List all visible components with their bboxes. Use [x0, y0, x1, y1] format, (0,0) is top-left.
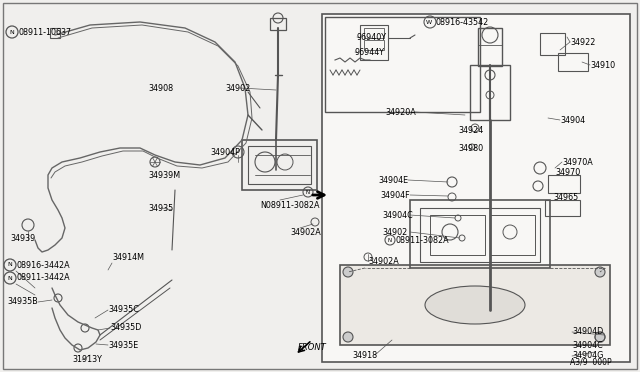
- Circle shape: [343, 267, 353, 277]
- Bar: [430, 215, 485, 255]
- Text: 34970A: 34970A: [562, 157, 593, 167]
- Ellipse shape: [425, 286, 525, 324]
- Circle shape: [595, 332, 605, 342]
- Circle shape: [595, 267, 605, 277]
- Bar: [478, 28, 502, 66]
- Text: FRONT: FRONT: [298, 343, 327, 353]
- Text: 34902: 34902: [225, 83, 250, 93]
- Bar: [545, 200, 580, 216]
- Text: 96940Y: 96940Y: [357, 32, 387, 42]
- Text: 08916-3442A: 08916-3442A: [16, 260, 70, 269]
- Text: 34965: 34965: [553, 192, 579, 202]
- Text: 34904C: 34904C: [572, 340, 603, 350]
- Text: N08911-3082A: N08911-3082A: [260, 201, 319, 209]
- Bar: [558, 53, 588, 71]
- Text: 34904G: 34904G: [572, 352, 604, 360]
- Text: 08916-43542: 08916-43542: [436, 17, 489, 26]
- Bar: [50, 28, 60, 38]
- Text: 34980: 34980: [458, 144, 483, 153]
- Text: 34935D: 34935D: [110, 324, 141, 333]
- Text: 34902A: 34902A: [368, 257, 399, 266]
- Text: 34904C: 34904C: [382, 211, 413, 219]
- Text: 34902A: 34902A: [290, 228, 321, 237]
- Text: 34904E: 34904E: [378, 176, 408, 185]
- Bar: [322, 14, 630, 362]
- Circle shape: [343, 332, 353, 342]
- Text: W: W: [426, 19, 432, 25]
- Text: 34908: 34908: [148, 83, 173, 93]
- Bar: [364, 40, 384, 50]
- Bar: [410, 200, 550, 268]
- Text: 34939M: 34939M: [148, 170, 180, 180]
- Text: 34910: 34910: [590, 61, 615, 70]
- Text: N: N: [306, 189, 310, 195]
- Bar: [490, 215, 535, 255]
- Bar: [340, 265, 610, 345]
- Text: 34935: 34935: [148, 203, 173, 212]
- Bar: [325, 17, 480, 112]
- Text: 34904P: 34904P: [210, 148, 240, 157]
- Text: 34914M: 34914M: [112, 253, 144, 263]
- Text: 34935C: 34935C: [108, 305, 139, 314]
- Bar: [540, 33, 565, 55]
- Text: 34939: 34939: [10, 234, 35, 243]
- Text: 34935E: 34935E: [108, 340, 138, 350]
- Text: N: N: [388, 237, 392, 243]
- Bar: [360, 25, 388, 60]
- Bar: [364, 28, 384, 38]
- Text: 34920A: 34920A: [385, 108, 416, 116]
- Text: 34935B: 34935B: [7, 298, 38, 307]
- Text: 34904D: 34904D: [572, 327, 604, 337]
- Bar: [420, 208, 540, 262]
- Text: N: N: [8, 263, 12, 267]
- Bar: [548, 175, 580, 193]
- Text: 34924: 34924: [458, 125, 483, 135]
- Text: 34918: 34918: [352, 350, 377, 359]
- Text: A3/9  000P: A3/9 000P: [570, 357, 612, 366]
- Text: 31913Y: 31913Y: [72, 356, 102, 365]
- Text: 34902: 34902: [382, 228, 407, 237]
- Text: 08911-3442A: 08911-3442A: [16, 273, 70, 282]
- Text: 34904F: 34904F: [380, 190, 410, 199]
- Bar: [242, 140, 317, 190]
- Text: 08911-3082A: 08911-3082A: [396, 235, 450, 244]
- Bar: [470, 65, 510, 120]
- Bar: [248, 146, 311, 184]
- Text: 08911-10637: 08911-10637: [18, 28, 71, 36]
- Text: N: N: [8, 276, 12, 280]
- Text: 34970: 34970: [555, 167, 580, 176]
- Text: 96944Y: 96944Y: [355, 48, 385, 57]
- Text: 34922: 34922: [570, 38, 595, 46]
- Text: 34904: 34904: [560, 115, 585, 125]
- Text: N: N: [10, 29, 14, 35]
- Bar: [270, 18, 286, 30]
